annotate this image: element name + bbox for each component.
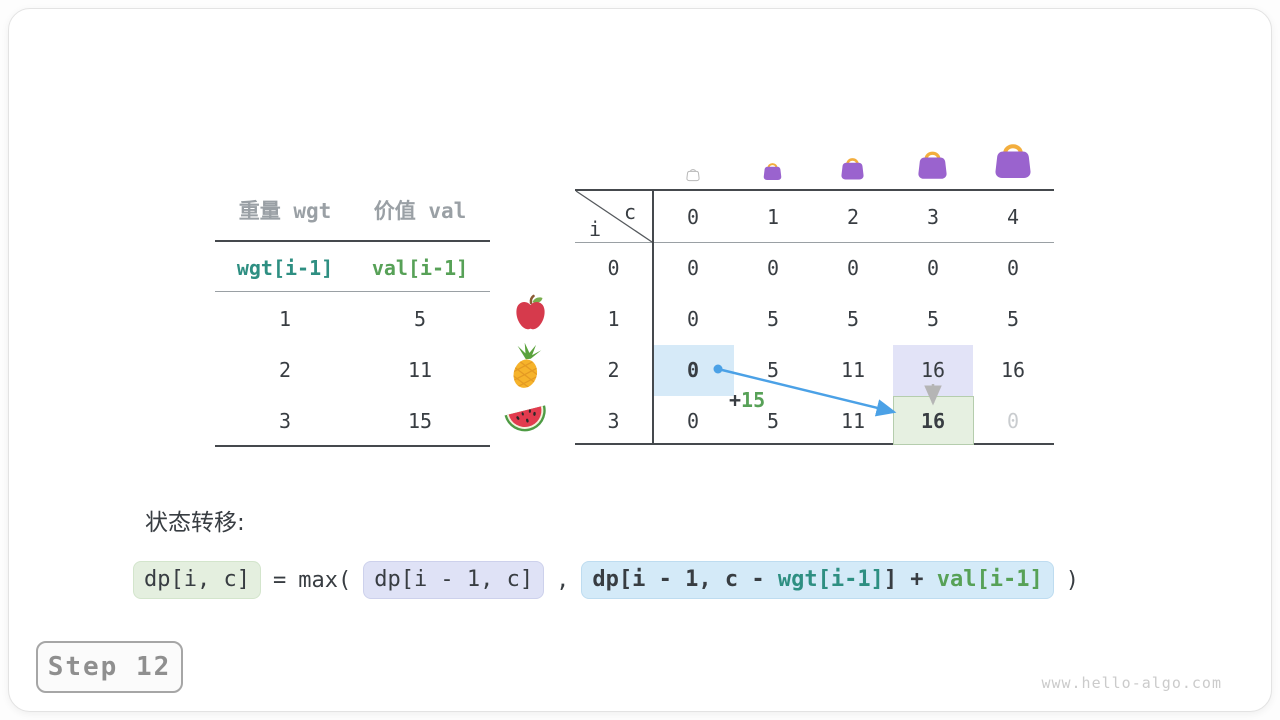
- take-mid: ] +: [883, 567, 937, 592]
- dp-cell-r2c0: 0: [686, 358, 700, 382]
- dp-cell-r0c4: 0: [1006, 256, 1020, 280]
- items-col-header-weight: 重量 wgt: [238, 199, 332, 223]
- dp-cell-r1c4: 5: [1006, 307, 1020, 331]
- item-1-value: 5: [413, 307, 427, 331]
- dp-cell-r0c2: 0: [846, 256, 860, 280]
- bag-capacity-4-icon: [995, 144, 1031, 178]
- dp-cell-r3c1: 5: [766, 409, 780, 433]
- dp-rule-bottom: [575, 443, 1054, 445]
- formula-section-label: 状态转移:: [145, 510, 245, 536]
- gain-plus-sign: +: [729, 388, 742, 412]
- gain-value: 15: [741, 388, 766, 412]
- formula-comma: ,: [556, 567, 570, 593]
- dp-cell-r1c0: 0: [686, 307, 700, 331]
- dp-rule-header: [575, 242, 1054, 243]
- dp-cell-r1c3: 5: [926, 307, 940, 331]
- bag-capacity-2-icon: [841, 158, 864, 180]
- dp-row-label: 3: [607, 409, 620, 433]
- dp-row-label: 1: [607, 307, 620, 331]
- item-3-weight: 3: [278, 409, 292, 433]
- dp-row-label: 0: [607, 256, 620, 280]
- formula-option-keep-pill: dp[i - 1, c]: [363, 561, 545, 599]
- items-table-rule-bottom: [215, 445, 490, 447]
- dp-cell-r0c1: 0: [766, 256, 780, 280]
- items-index-val: val[i-1]: [371, 256, 469, 280]
- dp-cell-r2c4: 16: [1000, 358, 1026, 382]
- bag-capacity-1-icon: [763, 163, 782, 180]
- dp-col-header: 2: [846, 205, 860, 229]
- dp-cell-r3c4: 0: [1006, 409, 1020, 433]
- items-index-wgt: wgt[i-1]: [236, 256, 334, 280]
- dp-rule-vertical: [652, 189, 654, 445]
- dp-cell-r2c1: 5: [766, 358, 780, 382]
- dp-cell-r0c3: 0: [926, 256, 940, 280]
- dp-cell-r3c2: 11: [840, 409, 866, 433]
- item-2-weight: 2: [278, 358, 292, 382]
- item-2-value: 11: [407, 358, 433, 382]
- transition-formula: dp[i, c] = max( dp[i - 1, c] , dp[i - 1,…: [133, 561, 1079, 599]
- take-val-term: val[i-1]: [936, 567, 1043, 592]
- dp-cell-r2c2: 11: [840, 358, 866, 382]
- items-table-rule-mid: [215, 291, 490, 292]
- step-badge: Step 12: [36, 641, 183, 693]
- watermelon-icon: [504, 405, 546, 432]
- bag-capacity-0-icon: [686, 168, 700, 182]
- dp-cell-r0c0: 0: [686, 256, 700, 280]
- transition-gain-label: +15: [729, 388, 765, 412]
- formula-close-paren: ): [1065, 567, 1080, 593]
- formula-equals: =: [272, 567, 287, 593]
- dp-cell-r1c2: 5: [846, 307, 860, 331]
- dp-row-label: 2: [607, 358, 620, 382]
- dp-cell-r3c0: 0: [686, 409, 700, 433]
- dp-col-header: 1: [766, 205, 780, 229]
- dp-cell-r3c3: 16: [920, 409, 946, 433]
- take-wgt-term: wgt[i-1]: [777, 567, 884, 592]
- step-badge-label: Step 12: [47, 652, 172, 682]
- items-table-rule-top: [215, 240, 490, 242]
- dp-corner-col-var: c: [623, 200, 637, 224]
- item-3-value: 15: [407, 409, 433, 433]
- item-1-weight: 1: [278, 307, 292, 331]
- formula-result-pill: dp[i, c]: [133, 561, 261, 599]
- dp-corner-row-var: i: [588, 217, 602, 241]
- dp-cell-r1c1: 5: [766, 307, 780, 331]
- apple-icon: [516, 294, 545, 330]
- formula-option-take-pill: dp[i - 1, c - wgt[i-1]] + val[i-1]: [581, 561, 1054, 599]
- dp-col-header: 4: [1006, 205, 1020, 229]
- watermark: www.hello-algo.com: [1041, 674, 1222, 692]
- pineapple-icon: [510, 343, 542, 391]
- take-prefix: dp[i - 1, c -: [592, 567, 778, 592]
- dp-cell-r2c3: 16: [920, 358, 946, 382]
- dp-col-header: 3: [926, 205, 940, 229]
- dp-col-header: 0: [686, 205, 700, 229]
- bag-capacity-3-icon: [918, 151, 947, 179]
- formula-max-open: max(: [298, 567, 352, 593]
- dp-rule-top: [575, 189, 1054, 191]
- items-col-header-value: 价值 val: [373, 199, 467, 223]
